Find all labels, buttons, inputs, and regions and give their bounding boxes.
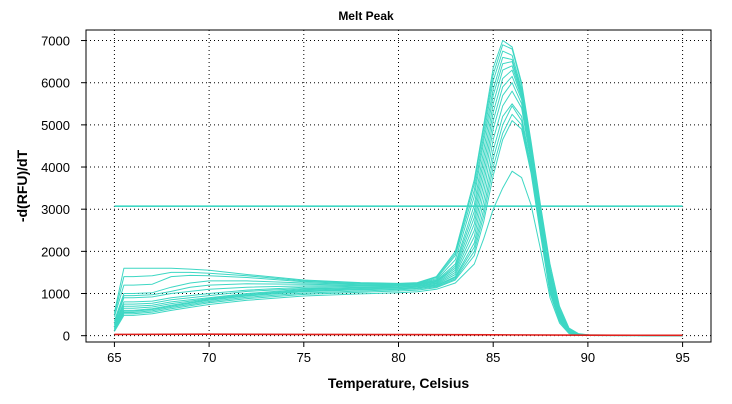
melt-curve (113, 120, 683, 337)
y-tick-label: 2000 (41, 244, 70, 259)
x-tick-label: 65 (107, 350, 121, 365)
melt-curve (113, 75, 683, 337)
x-tick-label: 85 (486, 350, 500, 365)
y-tick-label: 7000 (41, 34, 70, 49)
x-tick-label: 75 (297, 350, 311, 365)
y-axis-title: -d(RFU)/dT (14, 149, 30, 222)
y-tick-label: 1000 (41, 287, 70, 302)
melt-curve (113, 170, 683, 337)
x-tick-label: 95 (675, 350, 689, 365)
x-tick-label: 90 (581, 350, 595, 365)
y-tick-label: 4000 (41, 160, 70, 175)
melt-curve (113, 40, 683, 337)
y-tick-label: 3000 (41, 202, 70, 217)
x-tick-label: 80 (391, 350, 405, 365)
negative-control-curve (114, 333, 683, 337)
melt-curve (113, 82, 683, 337)
melt-curve (113, 44, 683, 337)
y-tick-label: 6000 (41, 76, 70, 91)
y-tick-label: 0 (63, 329, 70, 344)
y-tick-label: 5000 (41, 118, 70, 133)
x-axis-title: Temperature, Celsius (328, 375, 470, 391)
x-tick-label: 70 (202, 350, 216, 365)
chart-title: Melt Peak (338, 9, 394, 23)
